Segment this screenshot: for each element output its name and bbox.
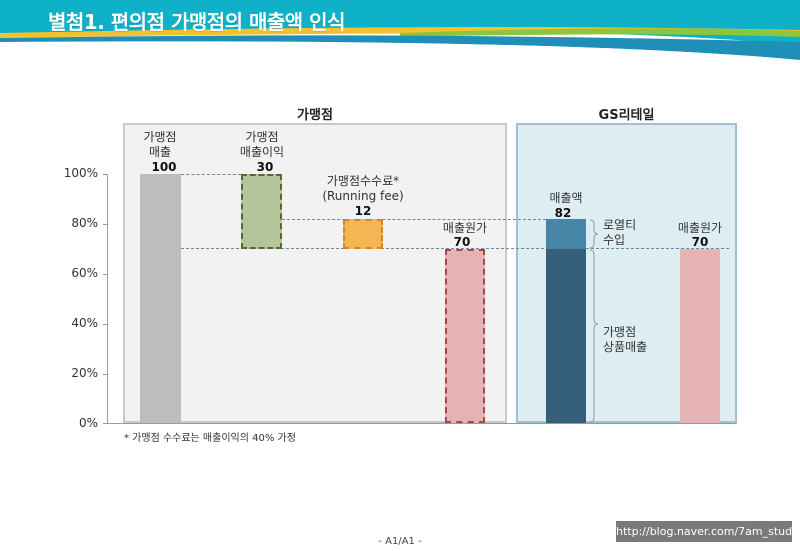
- panel-title-franchisee: 가맹점: [297, 108, 333, 123]
- y-tick-label: 80%: [71, 216, 98, 230]
- bar-value: 70: [691, 235, 709, 249]
- bar-label: (Running fee): [322, 189, 404, 203]
- y-tick: [103, 224, 108, 225]
- bar-franchisee-sales: [140, 174, 181, 423]
- header-banner: 별첨1. 편의점 가맹점의 매출액 인식: [0, 0, 800, 60]
- watermark-link[interactable]: http://blog.naver.com/7am_study: [616, 521, 799, 542]
- annotation-line: 로열티: [603, 218, 637, 232]
- y-tick: [103, 174, 108, 175]
- product-sales-label: 가맹점 상품매출: [603, 325, 647, 355]
- panel-title-gs-retail: GS리테일: [598, 108, 655, 123]
- y-tick-label: 40%: [71, 316, 98, 330]
- annotation-line: 수입: [603, 233, 626, 247]
- connector-line-70: [181, 248, 729, 249]
- page-number: - A1/A1 -: [378, 536, 422, 547]
- page-title: 별첨1. 편의점 가맹점의 매출액 인식: [48, 10, 345, 34]
- bar-label: 매출이익: [239, 145, 285, 159]
- y-tick-label: 60%: [71, 266, 98, 280]
- franchisee-panel: [123, 123, 507, 423]
- bar-value: 100: [151, 160, 177, 174]
- y-tick-label: 20%: [71, 366, 98, 380]
- bar-value: 12: [354, 204, 372, 218]
- royalty-income-label: 로열티 수입: [603, 218, 636, 248]
- annotation-line: 가맹점: [603, 325, 637, 339]
- bar-label: 매출원가: [677, 221, 723, 235]
- bar-value: 30: [256, 160, 274, 174]
- bar-gs-revenue-royalty: [546, 219, 586, 249]
- bar-gs-cogs: [680, 249, 720, 423]
- y-axis: [107, 174, 108, 424]
- brace-icon: [589, 219, 599, 423]
- bar-label: 매출액: [549, 191, 583, 205]
- bar-label: 가맹점수수료*: [326, 174, 400, 188]
- x-axis: [107, 423, 737, 424]
- y-tick: [103, 324, 108, 325]
- y-tick: [103, 423, 108, 424]
- bar-label: 매출: [148, 145, 172, 159]
- bar-gs-revenue-product-sales: [546, 249, 586, 423]
- y-tick: [103, 374, 108, 375]
- annotation-line: 상품매출: [603, 340, 648, 354]
- bar-label: 가맹점: [245, 130, 279, 144]
- footnote: * 가맹점 수수료는 매출이익의 40% 가정: [124, 433, 296, 444]
- y-tick-label: 0%: [78, 416, 98, 430]
- header-wave-graphic: [0, 0, 800, 60]
- bar-franchisee-cogs: [445, 249, 485, 423]
- bar-label: 가맹점: [143, 130, 177, 144]
- y-tick-label: 100%: [63, 166, 98, 180]
- connector-line-100: [181, 174, 241, 175]
- bar-franchisee-gross-profit: [241, 174, 282, 249]
- bar-value: 82: [554, 206, 572, 220]
- bar-label: 매출원가: [442, 221, 488, 235]
- bar-value: 70: [453, 235, 471, 249]
- y-tick: [103, 274, 108, 275]
- connector-line-82: [282, 219, 546, 220]
- bar-running-fee: [343, 219, 383, 249]
